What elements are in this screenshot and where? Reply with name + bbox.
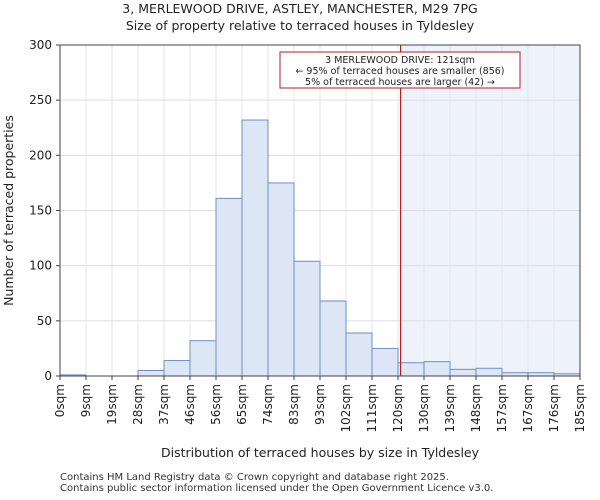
annotation-box <box>279 51 521 89</box>
bar <box>189 340 217 377</box>
y-tick-label: 0 <box>44 369 52 383</box>
y-tick-label: 150 <box>29 204 52 218</box>
x-tick-label: 83sqm <box>287 384 301 425</box>
x-tick-label: 139sqm <box>443 384 457 432</box>
annotation-line-3: 5% of terraced houses are larger (42) → <box>305 77 495 88</box>
bar <box>397 362 425 377</box>
annotation-line-2: ← 95% of terraced houses are smaller (85… <box>295 66 504 77</box>
x-tick-label: 19sqm <box>105 384 119 425</box>
x-tick-label: 167sqm <box>521 384 535 432</box>
y-tick-label: 50 <box>37 314 52 328</box>
footer-line2: Contains public sector information licen… <box>60 483 494 494</box>
bar <box>163 360 191 377</box>
x-tick-label: 148sqm <box>469 384 483 432</box>
bar <box>267 182 295 377</box>
y-tick-label: 300 <box>29 38 52 52</box>
footer: Contains HM Land Registry data © Crown c… <box>60 472 493 494</box>
x-tick-label: 9sqm <box>79 384 93 417</box>
bar <box>475 367 503 377</box>
x-tick-label: 0sqm <box>53 384 67 417</box>
x-tick-label: 176sqm <box>547 384 561 432</box>
y-tick-label: 200 <box>29 148 52 162</box>
footer-line1: Contains HM Land Registry data © Crown c… <box>60 472 449 483</box>
x-tick-label: 37sqm <box>157 384 171 425</box>
bar <box>423 361 451 377</box>
x-tick-label: 157sqm <box>495 384 509 432</box>
y-tick-label: 100 <box>29 259 52 273</box>
chart-title-line2: Size of property relative to terraced ho… <box>125 18 475 33</box>
chart-title-line1: 3, MERLEWOOD DRIVE, ASTLEY, MANCHESTER, … <box>122 1 478 16</box>
bar <box>215 197 243 377</box>
y-tick-label: 250 <box>29 93 52 107</box>
x-tick-label: 46sqm <box>183 384 197 425</box>
histogram-chart: 0 50 100 150 200 250 300 0sqm 9sqm 19sqm 28sqm 37sq… <box>1 38 587 460</box>
x-tick-label: 74sqm <box>261 384 275 425</box>
x-tick-label: 120sqm <box>391 384 405 432</box>
x-tick-label: 130sqm <box>417 384 431 432</box>
x-tick-label: 111sqm <box>365 384 379 432</box>
x-tick-label: 102sqm <box>339 384 353 432</box>
y-axis-label: Number of terraced properties <box>1 115 16 306</box>
chart-title: 3, MERLEWOOD DRIVE, ASTLEY, MANCHESTER, … <box>0 0 600 34</box>
x-tick-label: 28sqm <box>131 384 145 425</box>
bar <box>293 260 321 377</box>
bar <box>449 368 477 377</box>
bar <box>371 347 399 377</box>
x-tick-label: 93sqm <box>313 384 327 425</box>
x-tick-label: 56sqm <box>209 384 223 425</box>
bar <box>137 369 165 377</box>
x-tick-label: 65sqm <box>235 384 249 425</box>
annotation-line-1: 3 MERLEWOOD DRIVE: 121sqm <box>325 55 475 66</box>
bar <box>345 332 373 377</box>
x-tick-label: 185sqm <box>573 384 587 432</box>
bar <box>241 119 269 377</box>
bar <box>319 300 347 377</box>
x-axis-label: Distribution of terraced houses by size … <box>161 445 480 460</box>
